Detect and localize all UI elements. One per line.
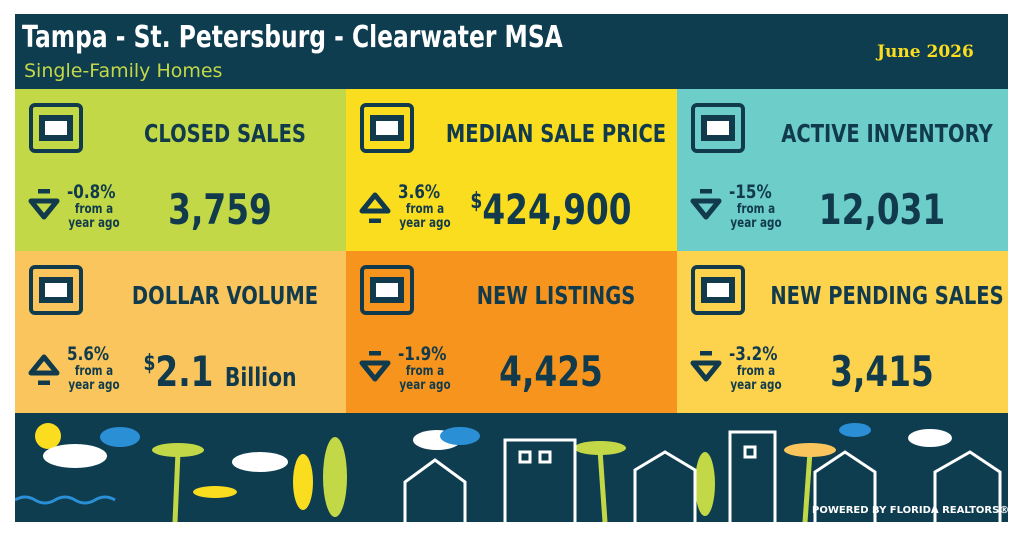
change-note: from a: [736, 364, 776, 379]
trend-arrow: [358, 189, 392, 227]
change: -1.9%: [398, 343, 447, 365]
trend-arrow: [689, 188, 723, 227]
value-prefix: $: [143, 351, 156, 376]
stat-tile: NEW PENDING SALES -3.2% from a year ago 3,41…: [677, 251, 1008, 413]
stat-tile: NEW LISTINGS -1.9% from a year ago 4,425: [346, 251, 677, 413]
tile-value: 12,031: [788, 185, 975, 234]
date: June 2026: [877, 42, 974, 62]
tile-icon: [354, 99, 424, 165]
change-note: year ago: [68, 378, 120, 393]
change-note: from a: [74, 364, 114, 379]
value-prefix: $: [470, 189, 483, 214]
tile-value: 4,425: [457, 347, 644, 396]
change: -3.2%: [729, 343, 778, 365]
change: 3.6%: [398, 181, 441, 203]
change-note: year ago: [730, 216, 782, 231]
change-note: year ago: [68, 216, 120, 231]
trend-arrow: [27, 188, 61, 227]
tile-title: NEW PENDING SALES: [770, 281, 1004, 310]
trend-arrow: [358, 350, 392, 389]
change: 5.6%: [67, 343, 110, 365]
tile-icon: [685, 99, 755, 165]
stat-tile: MEDIAN SALE PRICE 3.6% from a year ago $424,…: [346, 89, 677, 251]
tile-title: DOLLAR VOLUME: [131, 281, 319, 310]
scenery: [15, 423, 1002, 522]
tile-title: ACTIVE INVENTORY: [781, 119, 993, 148]
tile-icon: [23, 261, 93, 327]
stat-tile: DOLLAR VOLUME 5.6% from a year ago $2.1 Bill…: [15, 251, 346, 413]
value: 3,759: [168, 185, 272, 234]
change: -0.8%: [67, 181, 116, 203]
value: 4,425: [499, 347, 603, 396]
tile-value: $2.1 Billion: [126, 347, 313, 396]
tile-value: 3,415: [788, 347, 975, 396]
tile-icon: [23, 99, 93, 165]
stat-tile: CLOSED SALES -0.8% from a year ago 3,759: [15, 89, 346, 251]
change-note: year ago: [399, 378, 451, 393]
tile-icon: [685, 261, 755, 327]
change-note: from a: [74, 202, 114, 217]
tile-title: CLOSED SALES: [144, 119, 306, 148]
tile-title: MEDIAN SALE PRICE: [445, 119, 667, 148]
value: 12,031: [818, 185, 946, 234]
stat-tile: ACTIVE INVENTORY -15% from a year ago 12,031: [677, 89, 1008, 251]
change-note: from a: [405, 364, 445, 379]
trend-arrow: [689, 350, 723, 389]
change-note: from a: [736, 202, 776, 217]
tile-icon: [354, 261, 424, 327]
value-unit: Billion: [224, 363, 297, 393]
change-note: year ago: [730, 378, 782, 393]
value: 424,900: [482, 185, 632, 234]
subtitle: Single-Family Homes: [24, 60, 223, 82]
trend-arrow: [27, 351, 61, 389]
title: Tampa - St. Petersburg - Clearwater MSA: [22, 20, 563, 55]
tile-value: 3,759: [126, 185, 313, 234]
tile-value: $424,900: [457, 185, 644, 234]
value: 3,415: [830, 347, 934, 396]
tile-title: NEW LISTINGS: [476, 281, 636, 310]
value: 2.1: [155, 347, 214, 396]
footer: POWERED BY FLORIDA REALTORS®: [812, 505, 1010, 516]
change-note: from a: [405, 202, 445, 217]
change-note: year ago: [399, 216, 451, 231]
change: -15%: [729, 181, 772, 203]
